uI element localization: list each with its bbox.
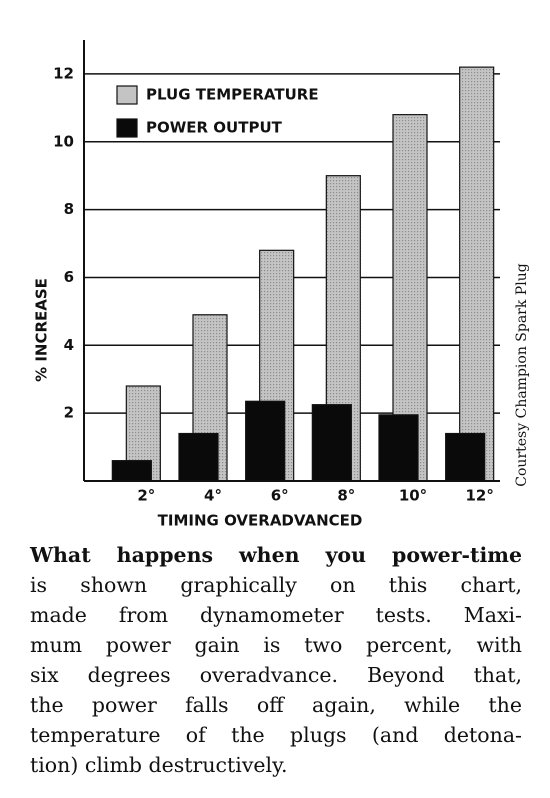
caption-line: the power falls off again, while the <box>30 693 522 717</box>
bar <box>178 432 219 482</box>
y-tick-label: 2 <box>64 404 74 422</box>
chart: TIMING OVERADVANCED % INCREASE Courtesy … <box>33 40 530 530</box>
x-tick-label: 6° <box>271 487 289 505</box>
x-tick-label: 10° <box>399 487 427 505</box>
x-tick-label: 8° <box>337 487 355 505</box>
caption: What happens when you power-time is shown… <box>30 540 522 780</box>
bar <box>378 414 419 482</box>
x-tick-label: 12° <box>465 487 493 505</box>
caption-line: made from dynamometer tests. Maxi- <box>30 603 522 627</box>
y-axis-label: % INCREASE <box>33 278 51 382</box>
legend-label: PLUG TEMPERATURE <box>146 86 319 104</box>
x-tick-label: 2° <box>137 487 155 505</box>
x-axis-label: TIMING OVERADVANCED <box>158 512 363 530</box>
y-tick-label: 12 <box>53 64 74 82</box>
bar-texture <box>459 67 494 481</box>
y-tick-label: 10 <box>53 132 74 150</box>
credit: Courtesy Champion Spark Plug <box>514 263 530 486</box>
bar <box>245 400 286 482</box>
bar <box>445 432 486 482</box>
legend-swatch <box>116 118 138 138</box>
caption-line: temperature of the plugs (and detona- <box>30 723 522 747</box>
y-tick-label: 4 <box>64 336 74 354</box>
caption-line: six degrees overadvance. Beyond that, <box>30 663 522 687</box>
bar <box>111 460 152 482</box>
caption-line: is shown graphically on this chart, <box>30 573 522 597</box>
legend-swatch <box>116 85 138 105</box>
legend-label: POWER OUTPUT <box>146 119 283 137</box>
y-tick-label: 6 <box>64 268 74 286</box>
x-tick-label: 4° <box>204 487 222 505</box>
bar <box>311 404 352 482</box>
caption-line: What happens when you power-time <box>30 543 522 567</box>
y-tick-label: 8 <box>64 200 74 218</box>
caption-line: tion) climb destructively. <box>30 753 288 777</box>
caption-line: mum power gain is two percent, with <box>30 633 522 657</box>
